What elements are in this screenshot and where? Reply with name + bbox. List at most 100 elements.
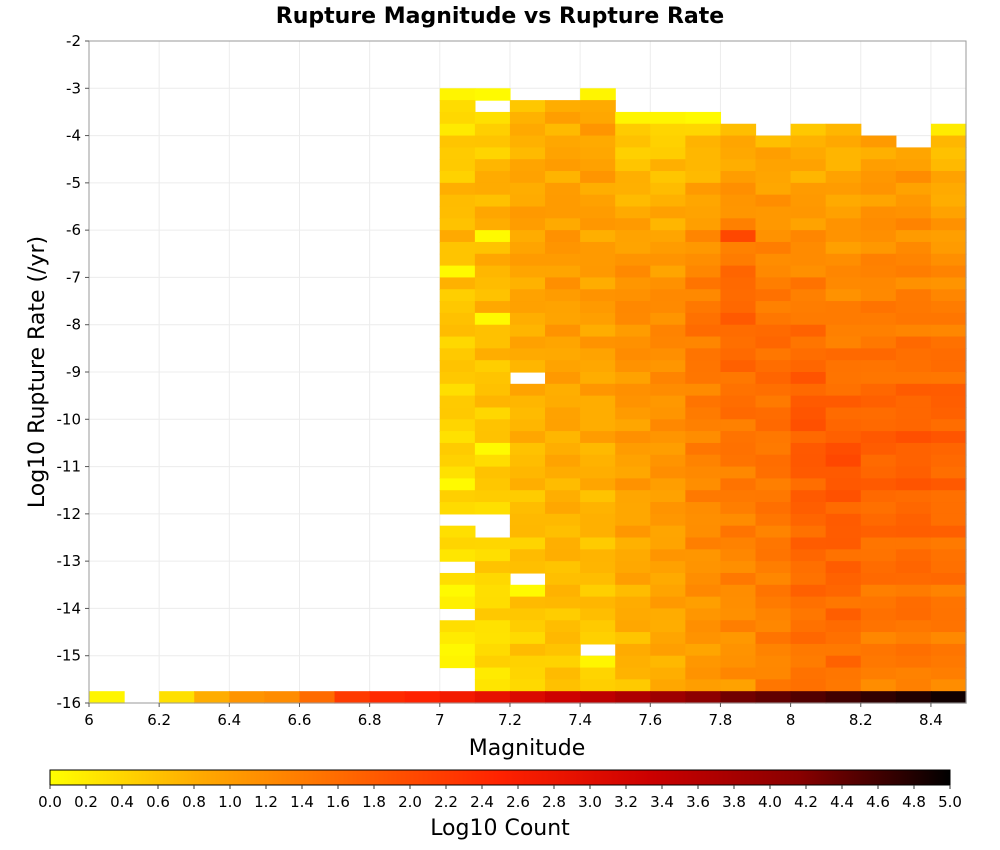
heatmap-cell <box>930 632 967 645</box>
heatmap-cell <box>650 525 686 539</box>
heatmap-cell <box>755 171 792 184</box>
heatmap-cell <box>755 159 792 172</box>
heatmap-cell <box>685 537 722 550</box>
heatmap-cell <box>439 549 476 562</box>
heatmap-cell <box>720 667 757 680</box>
heatmap-cell <box>650 537 686 550</box>
heatmap-cell <box>509 241 546 255</box>
colorbar-tick-label: 4.2 <box>794 793 818 811</box>
heatmap-cell <box>474 620 511 633</box>
heatmap-cell <box>790 407 827 420</box>
heatmap-cell <box>545 194 581 208</box>
heatmap-cell <box>685 608 722 621</box>
heatmap-cell <box>474 454 511 468</box>
colorbar-tick-label: 4.4 <box>830 793 854 811</box>
heatmap-cell <box>474 135 511 148</box>
heatmap-cell <box>860 206 897 219</box>
heatmap-cell <box>545 513 581 527</box>
heatmap-cell <box>545 301 581 314</box>
heatmap-cell <box>790 502 827 515</box>
heatmap-cell <box>509 466 546 479</box>
heatmap-cell <box>439 442 476 456</box>
heatmap-cell <box>615 159 651 172</box>
heatmap-cell <box>930 561 967 574</box>
heatmap-cell <box>615 691 651 704</box>
heatmap-cell <box>790 230 827 243</box>
heatmap-cell <box>509 490 546 503</box>
heatmap-cell <box>755 466 792 479</box>
heatmap-cell <box>860 478 897 491</box>
heatmap-cell <box>755 218 792 231</box>
heatmap-cell <box>439 632 476 645</box>
y-tick-label: -9 <box>66 363 81 381</box>
heatmap-cell <box>825 395 862 409</box>
heatmap-cell <box>545 265 581 279</box>
heatmap-cell <box>439 265 476 279</box>
heatmap-cell <box>860 466 897 479</box>
heatmap-cell <box>615 265 651 279</box>
heatmap-cell <box>474 643 511 657</box>
colorbar-tick-label: 2.0 <box>398 793 422 811</box>
heatmap-cell <box>615 123 651 137</box>
heatmap-cell <box>755 206 792 219</box>
heatmap-cell <box>474 608 511 621</box>
heatmap-cell <box>755 442 792 456</box>
heatmap-cell <box>825 123 862 137</box>
heatmap-cell <box>720 301 757 314</box>
y-tick-label: -16 <box>57 694 82 712</box>
colorbar-tick-label: 3.2 <box>614 793 638 811</box>
heatmap-cell <box>720 572 757 586</box>
heatmap-cell <box>895 490 932 503</box>
heatmap-cell <box>650 171 686 184</box>
y-tick-label: -3 <box>66 79 81 97</box>
heatmap-cell <box>895 478 932 491</box>
heatmap-cell <box>825 537 862 550</box>
heatmap-cell <box>650 561 686 574</box>
heatmap-cell <box>650 147 686 160</box>
heatmap-cell <box>720 561 757 574</box>
heatmap-cell <box>860 265 897 279</box>
heatmap-cell <box>545 490 581 503</box>
heatmap-cell <box>580 111 616 125</box>
heatmap-cell <box>825 442 862 456</box>
heatmap-cell <box>930 135 967 148</box>
heatmap-cell <box>930 655 967 669</box>
heatmap-cell <box>720 277 757 290</box>
heatmap-cell <box>545 395 581 409</box>
heatmap-cell <box>860 230 897 243</box>
heatmap-cell <box>860 596 897 610</box>
heatmap-cell <box>895 537 932 550</box>
heatmap-cell <box>650 265 686 279</box>
heatmap-cell <box>930 442 967 456</box>
heatmap-cell <box>895 584 932 598</box>
heatmap-cell <box>860 561 897 574</box>
heatmap-cell <box>650 301 686 314</box>
heatmap-cell <box>895 407 932 420</box>
heatmap-cell <box>685 383 722 397</box>
heatmap-cell <box>439 490 476 503</box>
heatmap-cell <box>930 372 967 385</box>
heatmap-cell <box>650 632 686 645</box>
heatmap-cell <box>474 667 511 680</box>
heatmap-cell <box>509 277 546 290</box>
heatmap-cell <box>474 312 511 326</box>
heatmap-cell <box>860 171 897 184</box>
heatmap-cell <box>790 584 827 598</box>
heatmap-cell <box>685 513 722 527</box>
heatmap-cell <box>825 490 862 503</box>
x-tick-label: 6 <box>84 711 94 729</box>
heatmap-cell <box>790 383 827 397</box>
heatmap-cell <box>930 395 967 409</box>
heatmap-cell <box>720 632 757 645</box>
heatmap-cell <box>474 194 511 208</box>
heatmap-cell <box>615 360 651 373</box>
x-tick-label: 7.2 <box>498 711 522 729</box>
heatmap-cell <box>439 372 476 385</box>
heatmap-cell <box>895 206 932 219</box>
heatmap-cell <box>580 123 616 137</box>
heatmap-cell <box>860 584 897 598</box>
colorbar-tick-label: 1.0 <box>218 793 242 811</box>
heatmap-cell <box>790 348 827 361</box>
heatmap-cell <box>334 691 371 704</box>
heatmap-cell <box>720 372 757 385</box>
